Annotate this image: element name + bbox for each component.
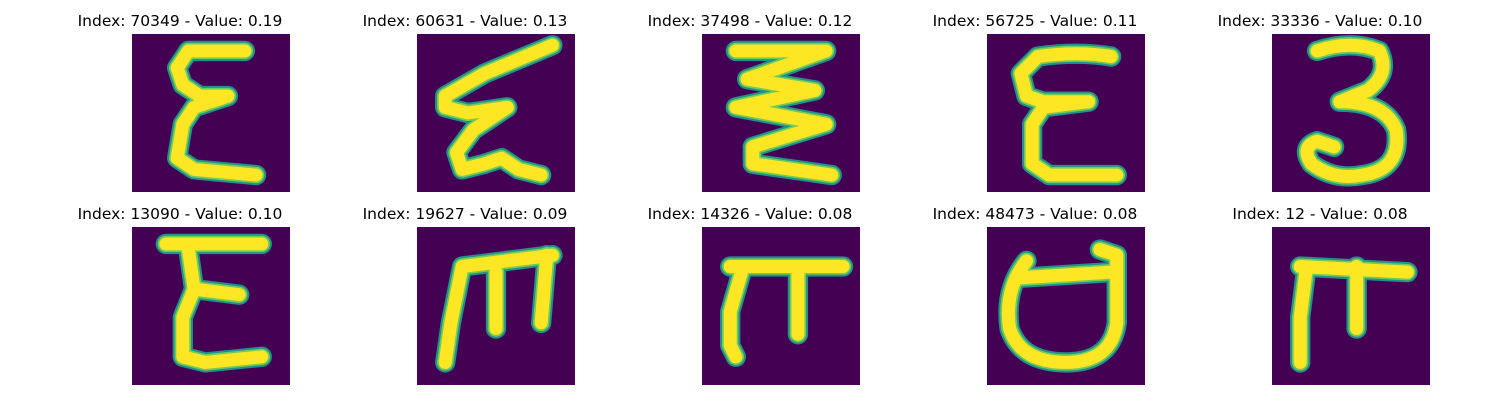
tile-title: Index: 19627 - Value: 0.09 xyxy=(362,205,568,223)
tile-title: Index: 13090 - Value: 0.10 xyxy=(77,205,283,223)
glyph-stroke xyxy=(435,245,563,373)
tile-title: Index: 60631 - Value: 0.13 xyxy=(362,12,568,30)
glyph-stroke xyxy=(155,233,272,373)
digit-image-5 xyxy=(1272,34,1430,192)
digit-image-8 xyxy=(702,227,860,385)
tile-title: Index: 56725 - Value: 0.11 xyxy=(932,12,1138,30)
glyph-stroke xyxy=(435,35,563,186)
digit-image-1 xyxy=(132,34,290,192)
tile-title: Index: 33336 - Value: 0.10 xyxy=(1217,12,1423,30)
glyph-stroke xyxy=(166,40,267,186)
tile-5: Index: 33336 - Value: 0.10 xyxy=(1170,0,1470,200)
digit-image-9 xyxy=(987,227,1145,385)
tile-7: Index: 19627 - Value: 0.09 xyxy=(315,193,615,393)
glyph-stroke xyxy=(1010,43,1127,186)
tile-9: Index: 48473 - Value: 0.08 xyxy=(885,193,1185,393)
tile-4: Index: 56725 - Value: 0.11 xyxy=(885,0,1185,200)
digit-image-10 xyxy=(1272,227,1430,385)
tile-2: Index: 60631 - Value: 0.13 xyxy=(315,0,615,200)
glyph-stroke xyxy=(1296,35,1407,187)
tile-1: Index: 70349 - Value: 0.19 xyxy=(30,0,330,200)
digit-image-4 xyxy=(987,34,1145,192)
tile-title: Index: 37498 - Value: 0.12 xyxy=(647,12,853,30)
tile-8: Index: 14326 - Value: 0.08 xyxy=(600,193,900,393)
glyph-stroke xyxy=(998,239,1127,373)
tile-title: Index: 48473 - Value: 0.08 xyxy=(932,205,1138,223)
digit-image-2 xyxy=(417,34,575,192)
glyph-stroke xyxy=(725,40,842,186)
digit-image-6 xyxy=(132,227,290,385)
tile-title: Index: 14326 - Value: 0.08 xyxy=(647,205,853,223)
tile-10: Index: 12 - Value: 0.08 xyxy=(1170,193,1470,393)
tile-title: Index: 12 - Value: 0.08 xyxy=(1232,205,1408,223)
glyph-stroke xyxy=(1290,256,1418,373)
digit-image-3 xyxy=(702,34,860,192)
image-background xyxy=(1272,34,1430,192)
tile-6: Index: 13090 - Value: 0.10 xyxy=(30,193,330,393)
glyph-stroke xyxy=(720,256,854,367)
tile-title: Index: 70349 - Value: 0.19 xyxy=(77,12,283,30)
tile-3: Index: 37498 - Value: 0.12 xyxy=(600,0,900,200)
digit-image-7 xyxy=(417,227,575,385)
